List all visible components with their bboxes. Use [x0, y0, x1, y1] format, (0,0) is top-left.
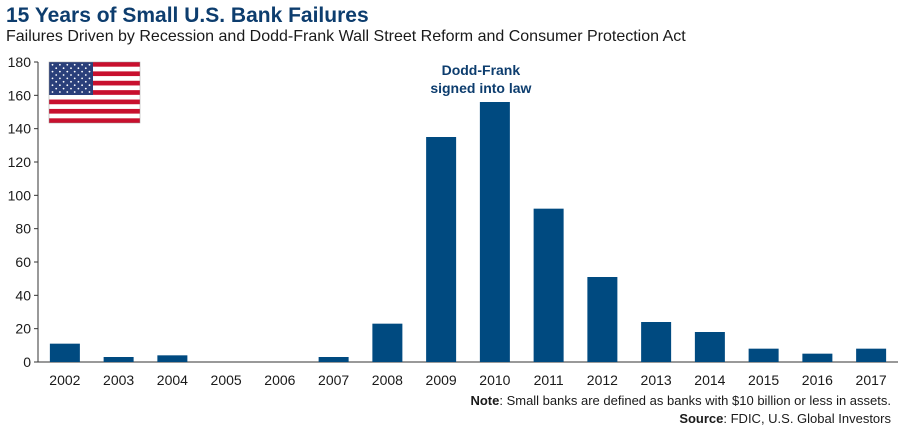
y-tick-label: 0: [23, 354, 31, 370]
x-tick-label: 2012: [587, 372, 618, 388]
x-tick-label: 2009: [426, 372, 457, 388]
bar: [856, 348, 887, 362]
x-tick-label: 2007: [318, 372, 349, 388]
x-tick-label: 2014: [694, 372, 725, 388]
x-tick-label: 2003: [103, 372, 134, 388]
x-tick-label: 2004: [157, 372, 188, 388]
bar: [157, 355, 188, 362]
x-tick-label: 2006: [264, 372, 295, 388]
chart-title: 15 Years of Small U.S. Bank Failures: [6, 4, 369, 27]
y-tick-label: 160: [8, 87, 32, 103]
y-tick-label: 20: [15, 321, 31, 337]
annotation-line: Dodd-Frank: [442, 62, 521, 78]
y-tick-label: 100: [8, 187, 32, 203]
bar: [372, 323, 403, 362]
note-text: : Small banks are defined as banks with …: [499, 393, 891, 408]
y-tick-label: 140: [8, 121, 32, 137]
x-tick-label: 2005: [211, 372, 242, 388]
bar: [426, 137, 457, 362]
source-label: Source: [679, 411, 724, 426]
x-tick-label: 2015: [748, 372, 779, 388]
bar: [641, 322, 672, 362]
x-tick-label: 2010: [479, 372, 510, 388]
note-label: Note: [470, 393, 500, 408]
x-tick-label: 2013: [641, 372, 672, 388]
bar: [587, 277, 618, 362]
source: Source: FDIC, U.S. Global Investors: [679, 411, 891, 426]
chart-subtitle: Failures Driven by Recession and Dodd-Fr…: [6, 28, 686, 45]
y-tick-label: 180: [8, 54, 32, 70]
annotation-line: signed into law: [430, 80, 531, 96]
x-tick-label: 2017: [856, 372, 887, 388]
x-tick-label: 2002: [49, 372, 80, 388]
footnote: Note: Small banks are defined as banks w…: [470, 393, 891, 408]
bar: [748, 348, 779, 362]
bar: [318, 357, 349, 362]
bar: [103, 357, 134, 362]
x-tick-label: 2008: [372, 372, 403, 388]
bar: [533, 208, 564, 362]
x-tick-label: 2011: [534, 372, 564, 388]
y-tick-label: 120: [8, 154, 32, 170]
bar: [694, 332, 725, 362]
bar: [49, 343, 80, 362]
y-tick-label: 80: [15, 221, 31, 237]
y-tick-label: 40: [15, 287, 31, 303]
x-tick-label: 2016: [802, 372, 833, 388]
source-text: : FDIC, U.S. Global Investors: [723, 411, 891, 426]
bar: [479, 102, 510, 362]
us-flag-icon: [48, 61, 141, 124]
y-tick-label: 60: [15, 254, 31, 270]
bar: [802, 353, 833, 362]
